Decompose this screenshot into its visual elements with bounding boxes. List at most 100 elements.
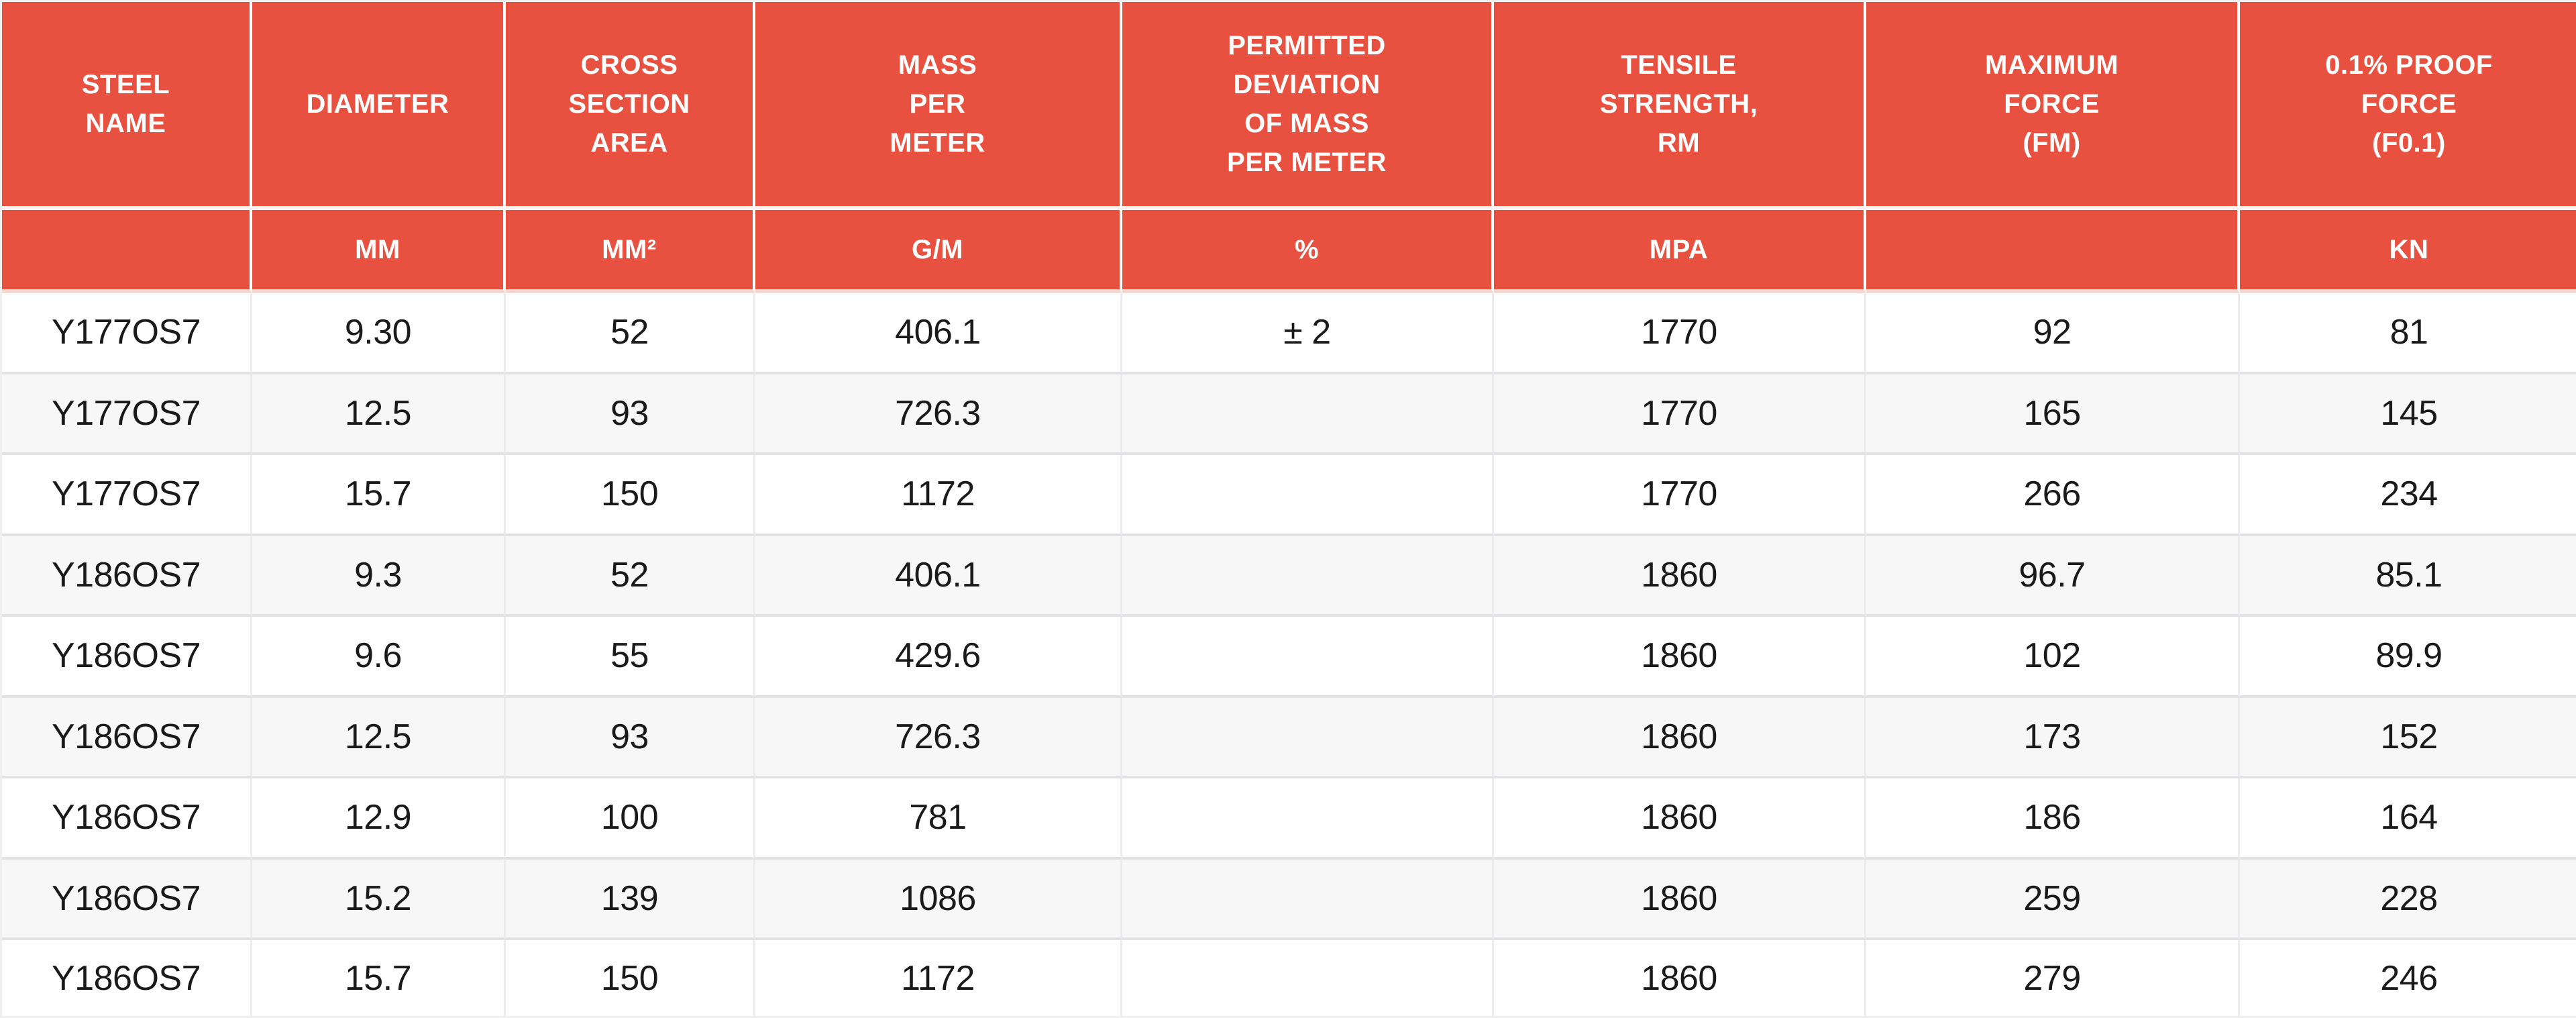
table-cell-proof-force: 152 — [2240, 697, 2576, 778]
table-cell-diameter: 15.2 — [252, 859, 506, 940]
table-cell-diameter: 15.7 — [252, 455, 506, 536]
column-header-permitted-deviation: PERMITTED DEVIATION OF MASS PER METER — [1122, 2, 1494, 210]
table-cell-cross-section: 139 — [506, 859, 755, 940]
table-cell-tensile: 1860 — [1494, 859, 1866, 940]
header-row: STEEL NAME DIAMETER CROSS SECTION AREA M… — [2, 2, 2576, 210]
table-cell-tensile: 1860 — [1494, 697, 1866, 778]
table-cell-diameter: 12.5 — [252, 374, 506, 455]
table-cell-mass: 406.1 — [755, 293, 1122, 374]
table-row: Y186OS7 9.3 52 406.1 1860 96.7 85.1 — [2, 536, 2576, 617]
table-cell-tensile: 1770 — [1494, 374, 1866, 455]
table-header: STEEL NAME DIAMETER CROSS SECTION AREA M… — [2, 2, 2576, 293]
table-cell-mass: 1172 — [755, 455, 1122, 536]
table-cell-max-force: 266 — [1866, 455, 2240, 536]
table-cell-max-force: 102 — [1866, 617, 2240, 698]
table-cell-mass: 726.3 — [755, 374, 1122, 455]
table-cell-steel-name: Y186OS7 — [2, 859, 252, 940]
units-row: MM MM² G/M % MPA KN — [2, 210, 2576, 293]
table-cell-max-force: 279 — [1866, 940, 2240, 1016]
unit-cell-diameter: MM — [252, 210, 506, 293]
column-header-tensile-strength: TENSILE STRENGTH, RM — [1494, 2, 1866, 210]
table-row: Y186OS7 15.7 150 1172 1860 279 246 — [2, 940, 2576, 1016]
unit-cell-cross-section-area: MM² — [506, 210, 755, 293]
table-cell-cross-section: 52 — [506, 536, 755, 617]
table-cell-tensile: 1770 — [1494, 293, 1866, 374]
table-cell-diameter: 9.3 — [252, 536, 506, 617]
table-cell-steel-name: Y177OS7 — [2, 293, 252, 374]
table-cell-proof-force: 164 — [2240, 778, 2576, 860]
table-row: Y186OS7 12.5 93 726.3 1860 173 152 — [2, 697, 2576, 778]
table-row: Y177OS7 9.30 52 406.1 ± 2 1770 92 81 — [2, 293, 2576, 374]
unit-cell-proof-force: KN — [2240, 210, 2576, 293]
table-cell-cross-section: 93 — [506, 697, 755, 778]
column-header-maximum-force: MAXIMUM FORCE (FM) — [1866, 2, 2240, 210]
table-cell-tensile: 1860 — [1494, 940, 1866, 1016]
table-cell-max-force: 165 — [1866, 374, 2240, 455]
table-cell-mass: 726.3 — [755, 697, 1122, 778]
unit-cell-maximum-force — [1866, 210, 2240, 293]
table-row: Y186OS7 15.2 139 1086 1860 259 228 — [2, 859, 2576, 940]
column-header-mass-per-meter: MASS PER METER — [755, 2, 1122, 210]
table-cell-tensile: 1860 — [1494, 617, 1866, 698]
table-cell-mass: 1172 — [755, 940, 1122, 1016]
table-cell-max-force: 186 — [1866, 778, 2240, 860]
table-cell-deviation: ± 2 — [1122, 293, 1494, 374]
unit-cell-steel-name — [2, 210, 252, 293]
table-cell-proof-force: 81 — [2240, 293, 2576, 374]
column-header-steel-name: STEEL NAME — [2, 2, 252, 210]
unit-cell-tensile-strength: MPA — [1494, 210, 1866, 293]
table-row: Y177OS7 12.5 93 726.3 1770 165 145 — [2, 374, 2576, 455]
table-cell-proof-force: 228 — [2240, 859, 2576, 940]
table-cell-diameter: 9.6 — [252, 617, 506, 698]
table-cell-deviation — [1122, 617, 1494, 698]
table-cell-tensile: 1860 — [1494, 778, 1866, 860]
table-cell-mass: 1086 — [755, 859, 1122, 940]
column-header-cross-section-area: CROSS SECTION AREA — [506, 2, 755, 210]
table-cell-max-force: 92 — [1866, 293, 2240, 374]
table-cell-diameter: 12.5 — [252, 697, 506, 778]
table-cell-deviation — [1122, 940, 1494, 1016]
table-cell-mass: 781 — [755, 778, 1122, 860]
table-cell-cross-section: 93 — [506, 374, 755, 455]
unit-cell-mass-per-meter: G/M — [755, 210, 1122, 293]
table-cell-mass: 429.6 — [755, 617, 1122, 698]
table-cell-max-force: 96.7 — [1866, 536, 2240, 617]
table-cell-deviation — [1122, 374, 1494, 455]
table-cell-steel-name: Y177OS7 — [2, 374, 252, 455]
table-cell-max-force: 259 — [1866, 859, 2240, 940]
table-cell-cross-section: 150 — [506, 455, 755, 536]
table-cell-steel-name: Y186OS7 — [2, 940, 252, 1016]
table-cell-tensile: 1770 — [1494, 455, 1866, 536]
table-cell-tensile: 1860 — [1494, 536, 1866, 617]
table-cell-max-force: 173 — [1866, 697, 2240, 778]
table-cell-steel-name: Y186OS7 — [2, 617, 252, 698]
table-cell-deviation — [1122, 778, 1494, 860]
table-body: Y177OS7 9.30 52 406.1 ± 2 1770 92 81 Y17… — [2, 293, 2576, 1016]
table-cell-cross-section: 150 — [506, 940, 755, 1016]
table-cell-deviation — [1122, 697, 1494, 778]
table-row: Y186OS7 12.9 100 781 1860 186 164 — [2, 778, 2576, 860]
table-cell-deviation — [1122, 455, 1494, 536]
table-cell-steel-name: Y186OS7 — [2, 697, 252, 778]
table-cell-cross-section: 100 — [506, 778, 755, 860]
table-cell-steel-name: Y186OS7 — [2, 536, 252, 617]
table-cell-steel-name: Y186OS7 — [2, 778, 252, 860]
table-cell-diameter: 12.9 — [252, 778, 506, 860]
table-cell-cross-section: 52 — [506, 293, 755, 374]
table-cell-deviation — [1122, 859, 1494, 940]
table-cell-deviation — [1122, 536, 1494, 617]
table-cell-proof-force: 89.9 — [2240, 617, 2576, 698]
table-cell-diameter: 9.30 — [252, 293, 506, 374]
table-cell-proof-force: 246 — [2240, 940, 2576, 1016]
table-row: Y177OS7 15.7 150 1172 1770 266 234 — [2, 455, 2576, 536]
table-cell-steel-name: Y177OS7 — [2, 455, 252, 536]
table-row: Y186OS7 9.6 55 429.6 1860 102 89.9 — [2, 617, 2576, 698]
table-cell-proof-force: 145 — [2240, 374, 2576, 455]
table-cell-mass: 406.1 — [755, 536, 1122, 617]
table-cell-cross-section: 55 — [506, 617, 755, 698]
table-cell-diameter: 15.7 — [252, 940, 506, 1016]
column-header-proof-force: 0.1% PROOF FORCE (F0.1) — [2240, 2, 2576, 210]
column-header-diameter: DIAMETER — [252, 2, 506, 210]
table-cell-proof-force: 85.1 — [2240, 536, 2576, 617]
